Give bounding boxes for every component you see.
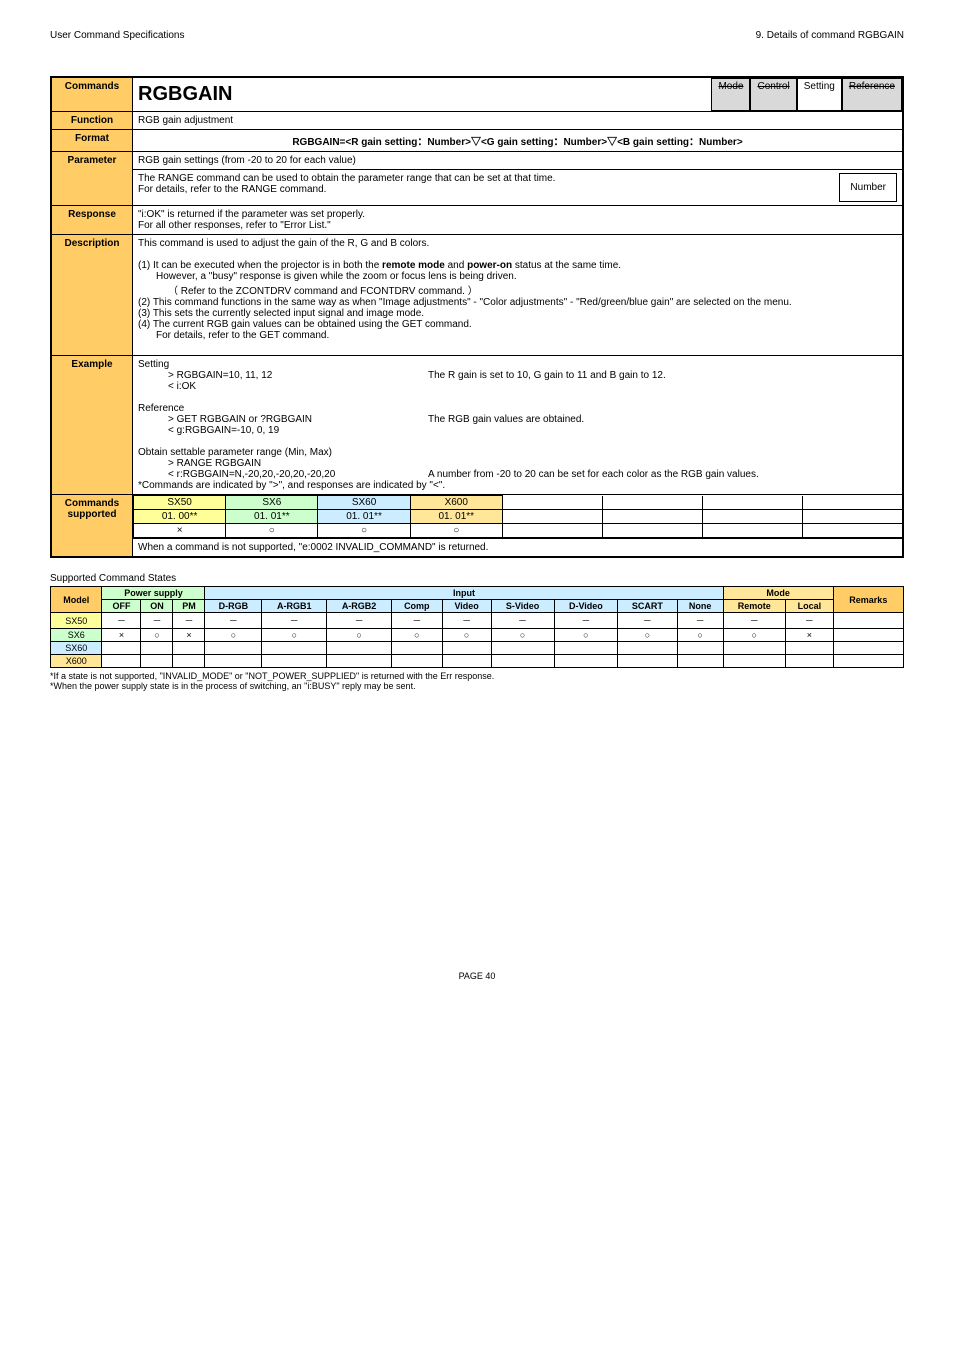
states-cell	[833, 629, 903, 642]
states-cell: ○	[723, 629, 785, 642]
states-cell	[618, 642, 677, 655]
states-cell	[786, 642, 834, 655]
states-cell: －	[786, 613, 834, 629]
example-text: Setting > RGBGAIN=10, 11, 12 The R gain …	[133, 356, 904, 495]
states-cell	[141, 642, 173, 655]
description-text: This command is used to adjust the gain …	[133, 235, 904, 356]
states-cell: －	[491, 613, 554, 629]
tag-group: Mode Control Setting Reference	[711, 78, 902, 111]
states-cell	[677, 642, 723, 655]
states-cell: －	[327, 613, 392, 629]
format-text: RGBGAIN=<R gain setting：Number>▽<G gain …	[133, 130, 904, 152]
states-foot2: *When the power supply state is in the p…	[50, 681, 904, 691]
tag-reference: Reference	[842, 78, 902, 111]
states-model-cell: SX60	[51, 642, 102, 655]
states-cell: －	[677, 613, 723, 629]
supported-note: When a command is not supported, "e:0002…	[133, 539, 904, 558]
states-cell	[833, 642, 903, 655]
states-cell: ○	[442, 629, 491, 642]
states-cell	[327, 642, 392, 655]
states-cell: －	[391, 613, 442, 629]
states-cell	[205, 655, 262, 668]
states-cell: ○	[262, 629, 327, 642]
states-cell	[262, 655, 327, 668]
states-cell	[262, 642, 327, 655]
label-description: Description	[51, 235, 133, 356]
states-foot1: *If a state is not supported, "INVALID_M…	[50, 671, 904, 681]
header-right: 9. Details of command RGBGAIN	[756, 30, 904, 41]
parameter-line1: RGB gain settings (from -20 to 20 for ea…	[133, 152, 904, 170]
states-model-cell: SX50	[51, 613, 102, 629]
states-cell	[327, 655, 392, 668]
states-cell: －	[102, 613, 141, 629]
states-cell: ○	[618, 629, 677, 642]
states-cell	[723, 642, 785, 655]
states-cell	[102, 655, 141, 668]
tag-setting: Setting	[797, 78, 842, 111]
states-cell	[786, 655, 834, 668]
states-cell: ×	[786, 629, 834, 642]
states-cell: －	[173, 613, 205, 629]
function-text: RGB gain adjustment	[133, 112, 904, 130]
states-cell	[205, 642, 262, 655]
command-spec-table: Commands RGBGAIN Mode Control Setting Re…	[50, 76, 904, 558]
response-text: "i:OK" is returned if the parameter was …	[133, 206, 904, 235]
label-commands-supported: Commands supported	[51, 495, 133, 558]
states-cell: －	[262, 613, 327, 629]
states-cell	[102, 642, 141, 655]
label-example: Example	[51, 356, 133, 495]
states-cell	[173, 642, 205, 655]
states-cell: ○	[554, 629, 618, 642]
label-parameter: Parameter	[51, 152, 133, 206]
states-cell	[442, 642, 491, 655]
states-cell	[618, 655, 677, 668]
states-cell	[391, 642, 442, 655]
label-response: Response	[51, 206, 133, 235]
states-cell	[173, 655, 205, 668]
states-cell	[491, 655, 554, 668]
states-cell: ×	[102, 629, 141, 642]
states-title: Supported Command States	[50, 573, 904, 584]
states-table: Model Power supply Input Mode Remarks OF…	[50, 586, 904, 668]
label-commands: Commands	[51, 77, 133, 112]
states-cell	[677, 655, 723, 668]
states-cell	[833, 613, 903, 629]
states-cell	[554, 655, 618, 668]
tag-control: Control	[750, 78, 796, 111]
states-cell	[442, 655, 491, 668]
states-cell: －	[618, 613, 677, 629]
states-cell: －	[554, 613, 618, 629]
states-cell: ○	[205, 629, 262, 642]
states-cell	[554, 642, 618, 655]
states-cell	[833, 655, 903, 668]
states-cell: ○	[327, 629, 392, 642]
states-cell: ×	[173, 629, 205, 642]
states-cell	[391, 655, 442, 668]
states-cell: ○	[677, 629, 723, 642]
number-label: Number	[839, 173, 897, 202]
states-cell: ○	[391, 629, 442, 642]
states-cell	[723, 655, 785, 668]
command-name: RGBGAIN	[133, 78, 711, 111]
states-cell: ○	[491, 629, 554, 642]
states-cell: －	[141, 613, 173, 629]
states-cell: －	[723, 613, 785, 629]
tag-mode: Mode	[711, 78, 750, 111]
states-cell: －	[205, 613, 262, 629]
states-model-cell: SX6	[51, 629, 102, 642]
parameter-detail: Number The RANGE command can be used to …	[133, 170, 904, 206]
states-model-cell: X600	[51, 655, 102, 668]
supported-models: SX50 SX6 SX60 X600 01. 00** 01. 01** 01.…	[133, 495, 904, 539]
label-format: Format	[51, 130, 133, 152]
label-function: Function	[51, 112, 133, 130]
states-cell	[491, 642, 554, 655]
states-cell: －	[442, 613, 491, 629]
states-cell: ○	[141, 629, 173, 642]
page-footer: PAGE 40	[50, 971, 904, 981]
header-left: User Command Specifications	[50, 30, 185, 41]
states-cell	[141, 655, 173, 668]
